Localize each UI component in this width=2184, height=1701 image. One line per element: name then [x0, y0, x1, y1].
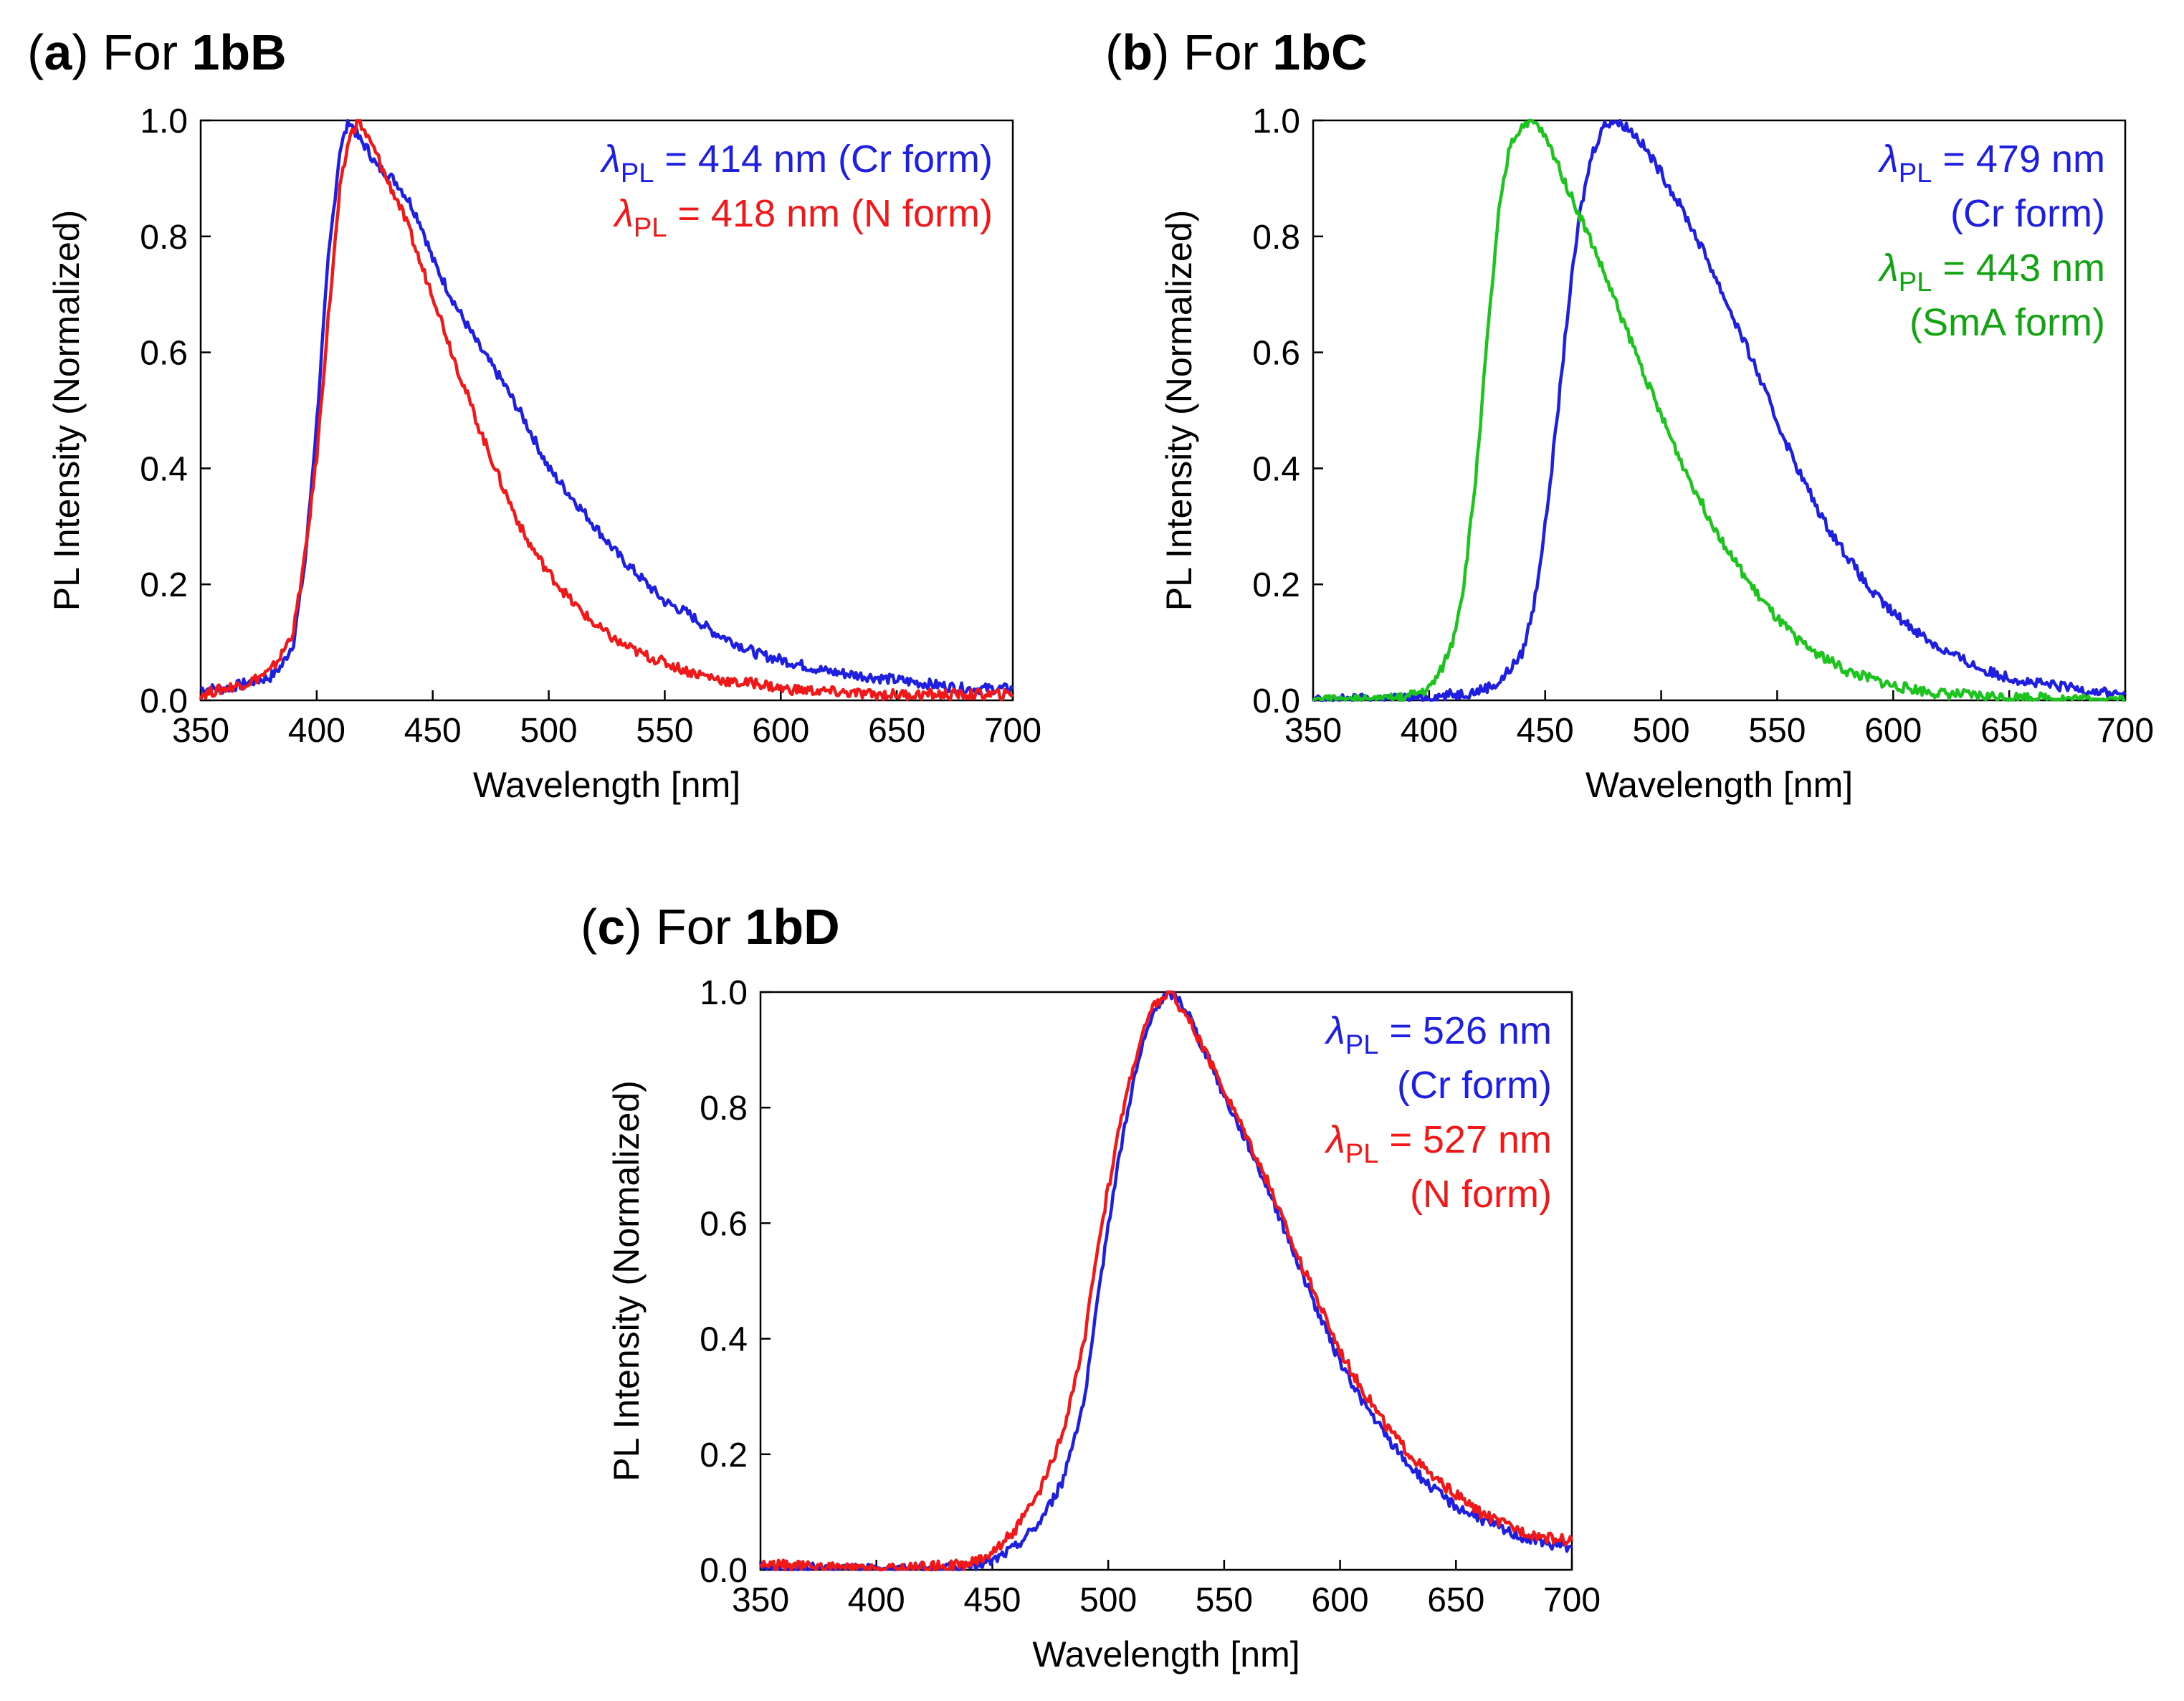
x-tick-label: 550 [1748, 712, 1806, 750]
legend-subscript: PL [1345, 1030, 1378, 1060]
x-tick-label: 650 [1980, 712, 2038, 750]
panel-b-letter: b [1122, 24, 1153, 80]
panel-c-title: (c) For 1bD [581, 899, 840, 955]
panel-a-prefix: For [102, 24, 178, 80]
plot-frame [199, 119, 1014, 702]
x-tick-label: 400 [848, 1581, 905, 1619]
series-line-cr [1312, 118, 2127, 702]
legend-lambda: λ [1324, 1118, 1345, 1161]
legend-subscript: PL [1345, 1139, 1378, 1169]
legend-entry: (N form) [1410, 1173, 1552, 1216]
legend-value: = 414 nm (Cr form) [654, 138, 993, 181]
legend-lambda: λ [612, 192, 634, 235]
legend-subscript: PL [621, 158, 654, 189]
y-tick-label: 0.4 [1252, 450, 1300, 488]
panel-a-title: (a) For 1bB [27, 24, 287, 80]
legend-subscript: PL [1899, 267, 1932, 297]
legend-lambda: λ [1877, 138, 1899, 181]
legend-value: = 443 nm [1932, 247, 2105, 290]
legend-lambda: λ [599, 138, 621, 181]
legend-subscript: PL [1899, 158, 1932, 189]
x-tick-label: 650 [1427, 1581, 1484, 1619]
legend-lambda: λ [1877, 247, 1899, 290]
x-tick-label: 400 [288, 712, 345, 750]
legend-subscript: PL [634, 213, 667, 243]
series-line-sma [1312, 118, 2126, 702]
y-tick-label: 0.0 [700, 1552, 748, 1590]
y-tick-label: 1.0 [700, 974, 748, 1012]
panel-b-prefix: For [1183, 24, 1259, 80]
x-tick-label: 500 [1633, 712, 1690, 750]
panel-c-compound: 1bD [745, 899, 840, 955]
y-tick-label: 0.2 [700, 1436, 748, 1474]
x-tick-label: 450 [404, 712, 462, 750]
x-tick-label: 550 [1196, 1581, 1253, 1619]
series-line-cr [200, 118, 1014, 696]
y-tick-label: 0.8 [1252, 219, 1300, 257]
x-tick-label: 500 [520, 712, 578, 750]
legend-entry: (SmA form) [1909, 301, 2105, 344]
legend-entry: λPL = 418 nm (N form) [612, 192, 993, 243]
y-tick-label: 1.0 [140, 103, 188, 140]
y-tick-label: 0.8 [140, 219, 188, 257]
x-axis-title: Wavelength [nm] [473, 765, 740, 805]
panel-c-prefix: For [656, 899, 732, 955]
x-tick-label: 600 [1864, 712, 1922, 750]
x-tick-label: 550 [636, 712, 693, 750]
x-tick-label: 350 [172, 712, 229, 750]
x-tick-label: 450 [1517, 712, 1574, 750]
legend-value: = 418 nm (N form) [667, 192, 993, 235]
plot-frame [1312, 119, 2127, 702]
x-axis-title: Wavelength [nm] [1032, 1634, 1300, 1674]
series-line-n [199, 118, 1014, 702]
legend-entry: λPL = 414 nm (Cr form) [599, 138, 993, 189]
legend-entry: λPL = 527 nm [1324, 1118, 1552, 1169]
legend-entry: (Cr form) [1397, 1064, 1552, 1107]
y-tick-label: 0.4 [140, 450, 188, 488]
legend-entry: λPL = 526 nm [1324, 1009, 1552, 1060]
y-tick-label: 0.2 [140, 566, 188, 604]
chart-a: 350 400 450 500 550 600 650 700 0.0 0.2 0.4 0.6 0.8 1… [47, 103, 1041, 805]
y-tick-label: 0.2 [1252, 566, 1300, 604]
x-tick-label: 700 [2097, 712, 2154, 750]
legend-value: = 479 nm [1932, 138, 2105, 181]
legend-value: = 526 nm [1378, 1009, 1552, 1052]
legend-entry: (Cr form) [1950, 192, 2105, 235]
y-axis-title: PL Intensity (Normalized) [47, 210, 87, 611]
panel-a-compound: 1bB [191, 24, 287, 80]
y-tick-label: 0.8 [700, 1090, 748, 1128]
chart-c: 350 400 450 500 550 600 650 700 0.0 0.2 0.4 0.6 0.8 1… [606, 974, 1601, 1674]
panel-c-letter: c [597, 899, 626, 955]
x-tick-label: 400 [1401, 712, 1458, 750]
panel-b-title: (b) For 1bC [1105, 24, 1368, 80]
y-tick-label: 0.6 [140, 335, 188, 373]
x-axis-title: Wavelength [nm] [1585, 765, 1853, 805]
x-tick-label: 700 [1543, 1581, 1601, 1619]
legend-value: = 527 nm [1378, 1118, 1552, 1161]
x-tick-label: 350 [732, 1581, 789, 1619]
y-axis-title: PL Intensity (Normalized) [1159, 210, 1199, 611]
x-tick-label: 500 [1079, 1581, 1137, 1619]
x-tick-label: 650 [868, 712, 925, 750]
y-tick-label: 0.0 [140, 682, 188, 720]
x-tick-label: 600 [752, 712, 809, 750]
y-tick-label: 0.6 [1252, 335, 1300, 373]
x-tick-label: 600 [1312, 1581, 1369, 1619]
y-tick-label: 0.6 [700, 1205, 748, 1243]
y-axis-title: PL Intensity (Normalized) [606, 1080, 647, 1481]
panel-a-letter: a [44, 24, 72, 80]
y-tick-label: 0.4 [700, 1321, 748, 1359]
x-tick-label: 700 [984, 712, 1041, 750]
chart-b: 350 400 450 500 550 600 650 700 0.0 0.2 0.4 0.6 0.8 1… [1159, 103, 2154, 805]
legend-entry: λPL = 479 nm [1877, 138, 2105, 189]
panel-b-compound: 1bC [1272, 24, 1368, 80]
series-line-n [759, 990, 1574, 1572]
x-tick-label: 350 [1284, 712, 1342, 750]
y-tick-label: 0.0 [1252, 682, 1300, 720]
legend-lambda: λ [1324, 1009, 1345, 1052]
x-tick-label: 450 [963, 1581, 1021, 1619]
y-tick-label: 1.0 [1252, 103, 1300, 140]
legend-entry: λPL = 443 nm [1877, 247, 2105, 297]
